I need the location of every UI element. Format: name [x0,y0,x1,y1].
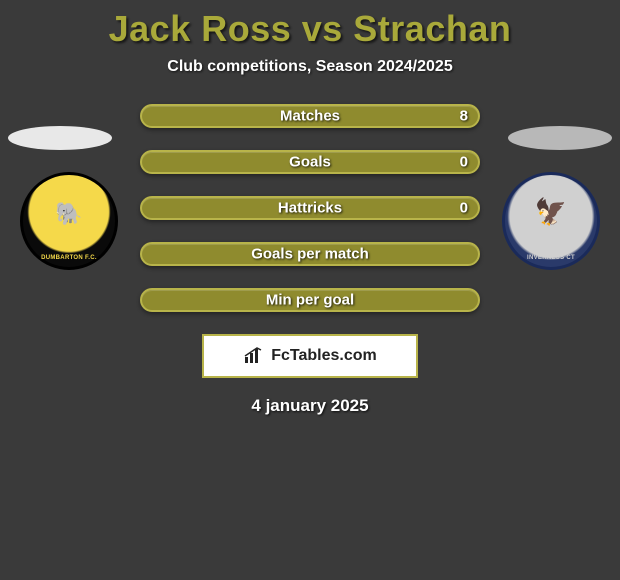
page-title: Jack Ross vs Strachan [0,8,620,50]
stat-bars: Matches 8 Goals 0 Hattricks 0 Goals per … [140,104,480,312]
brand-text: FcTables.com [271,347,377,365]
stat-value-right: 0 [460,154,468,171]
stat-bar-goals-per-match: Goals per match [140,242,480,266]
stat-label: Goals per match [251,246,369,263]
footer-date: 4 january 2025 [0,396,620,416]
page-subtitle: Club competitions, Season 2024/2025 [0,58,620,76]
stat-bar-goals: Goals 0 [140,150,480,174]
stat-bar-matches: Matches 8 [140,104,480,128]
stat-label: Min per goal [266,292,354,309]
stat-label: Matches [280,108,340,125]
stat-value-right: 0 [460,200,468,217]
stat-label: Goals [289,154,331,171]
bar-chart-icon [243,347,265,365]
stat-bar-min-per-goal: Min per goal [140,288,480,312]
stat-value-right: 8 [460,108,468,125]
brand-box: FcTables.com [202,334,418,378]
stat-label: Hattricks [278,200,342,217]
stat-bar-hattricks: Hattricks 0 [140,196,480,220]
